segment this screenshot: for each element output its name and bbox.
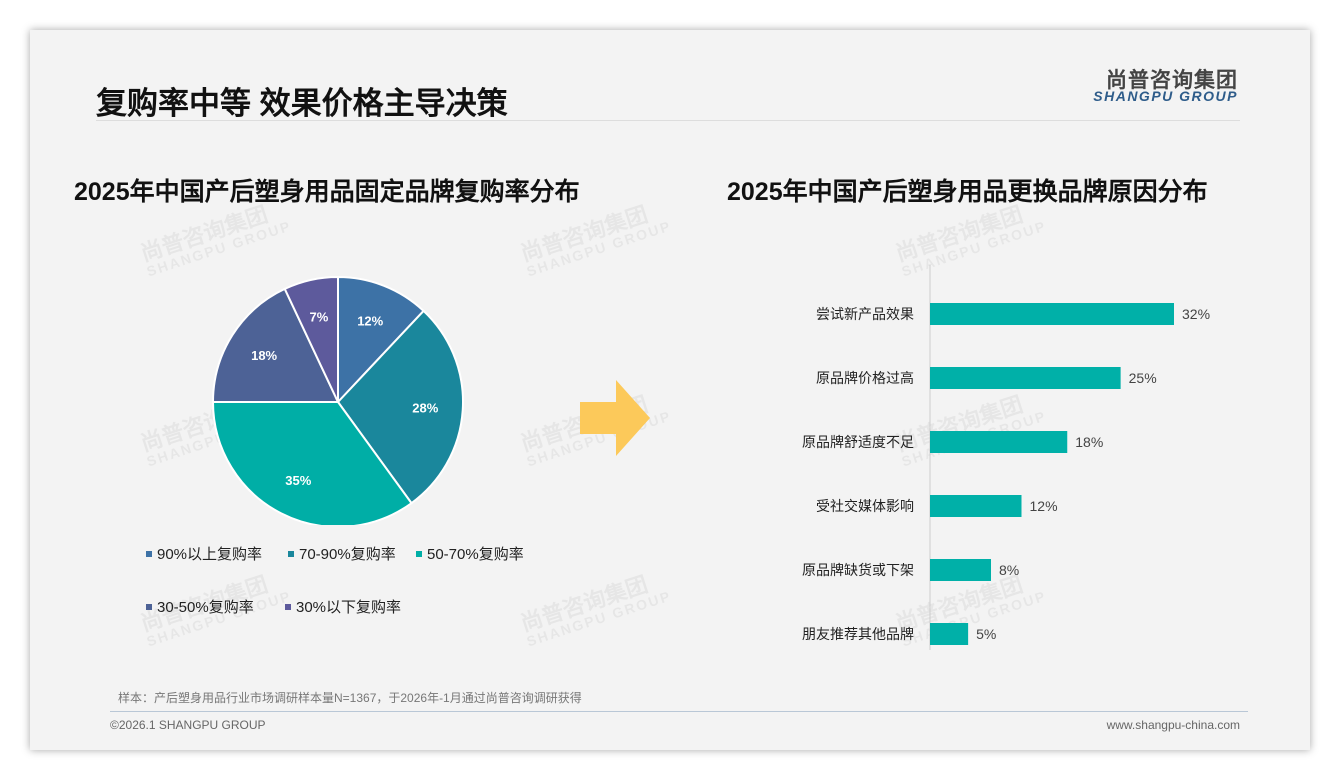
sample-note: 样本：产后塑身用品行业市场调研样本量N=1367，于2026年-1月通过尚普咨询… [118, 691, 582, 705]
legend-label: 30-50%复购率 [157, 599, 254, 616]
pie-slice [336, 309, 464, 505]
pie-slice [283, 275, 339, 403]
bar-data-label: 12% [1030, 498, 1058, 514]
pie-slice [211, 287, 340, 403]
pie-data-label: 12% [357, 314, 383, 329]
bar-category-label: 原品牌缺货或下架 [802, 562, 914, 578]
bar-data-label: 32% [1182, 306, 1210, 322]
pie-chart: 12% 28% 35% 18% 7% [211, 275, 464, 525]
pie-slice [211, 401, 413, 525]
pie-slice [337, 275, 425, 405]
bar-category-label: 受社交媒体影响 [816, 498, 914, 514]
website-link[interactable]: www.shangpu-china.com [1106, 718, 1240, 732]
legend-item: 30-50%复购率 [146, 596, 254, 617]
legend-swatch [146, 550, 152, 557]
legend-item: 30%以下复购率 [285, 596, 401, 617]
legend-swatch [288, 550, 294, 557]
legend-item: 90%以上复购率 [146, 543, 262, 564]
header-divider [96, 120, 1240, 121]
pie-data-label: 35% [285, 473, 311, 488]
pie-chart-title: 2025年中国产后塑身用品固定品牌复购率分布 [74, 178, 580, 206]
pie-data-label: 18% [251, 348, 277, 363]
arrow-right-icon [580, 380, 650, 456]
bar [930, 431, 1068, 453]
bar [930, 303, 1174, 325]
legend-label: 30%以下复购率 [296, 599, 402, 616]
bar-data-label: 5% [976, 626, 996, 642]
legend-label: 50-70%复购率 [427, 546, 524, 563]
bar-category-label: 朋友推荐其他品牌 [802, 626, 914, 642]
legend-item: 70-90%复购率 [288, 543, 396, 564]
bar-chart: 尝试新产品效果 32% 原品牌价格过高 25% 原品牌舒适度不足 18% 受社交媒体影响 12… [802, 265, 1210, 650]
legend-swatch [146, 603, 152, 610]
bar-data-label: 18% [1075, 434, 1103, 450]
pie-data-label: 28% [412, 400, 438, 415]
pie-data-label: 7% [310, 310, 329, 325]
bar-category-label: 原品牌价格过高 [816, 370, 914, 386]
logo-en: SHANGPU GROUP [1093, 88, 1238, 104]
bar-category-label: 尝试新产品效果 [816, 306, 914, 322]
page-title: 复购率中等 效果价格主导决策 [96, 86, 508, 121]
footer-divider [110, 711, 1248, 712]
bar [930, 367, 1121, 389]
slide: 复购率中等 效果价格主导决策 尚普咨询集团 SHANGPU GROUP 尚普咨询… [30, 30, 1310, 750]
bar [930, 623, 969, 645]
logo-cn: 尚普咨询集团 [1106, 69, 1238, 92]
legend-label: 70-90%复购率 [299, 546, 396, 563]
legend-label: 90%以上复购率 [157, 546, 263, 563]
bar-data-label: 8% [999, 562, 1019, 578]
bar [930, 559, 991, 581]
copyright: ©2026.1 SHANGPU GROUP [110, 718, 266, 732]
legend-swatch [416, 550, 422, 557]
bar-data-label: 25% [1129, 370, 1157, 386]
bar-chart-title: 2025年中国产后塑身用品更换品牌原因分布 [727, 178, 1208, 206]
bar-category-label: 原品牌舒适度不足 [802, 434, 914, 450]
bar [930, 495, 1022, 517]
legend-item: 50-70%复购率 [416, 543, 524, 564]
legend-swatch [285, 603, 291, 610]
